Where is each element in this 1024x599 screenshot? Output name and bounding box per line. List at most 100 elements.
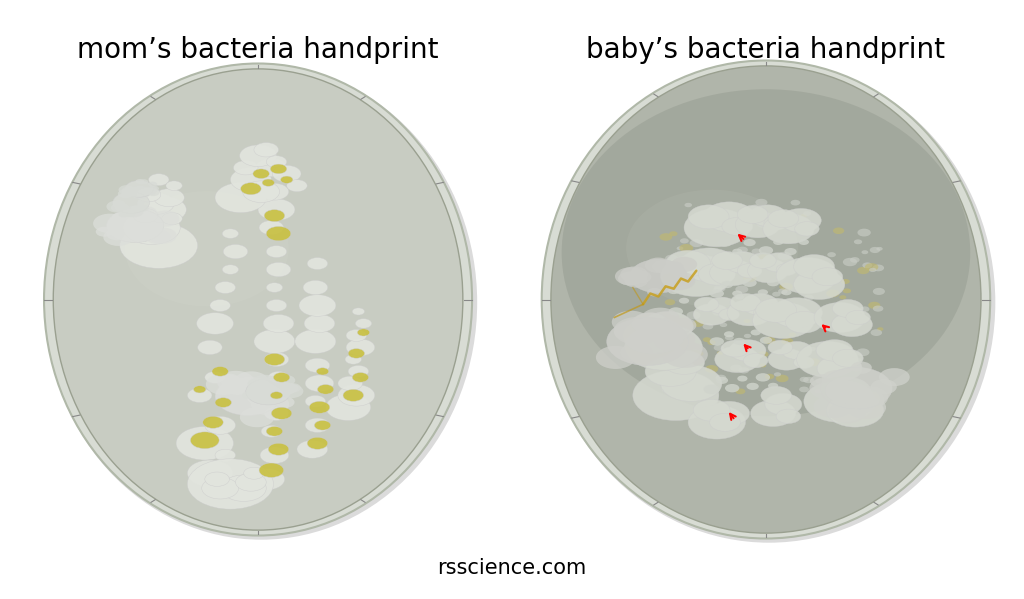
Circle shape	[254, 329, 295, 353]
Circle shape	[737, 205, 768, 223]
Circle shape	[825, 377, 870, 404]
Circle shape	[285, 383, 301, 392]
Circle shape	[743, 334, 752, 338]
Circle shape	[633, 370, 719, 420]
Circle shape	[694, 297, 719, 311]
Circle shape	[673, 346, 681, 351]
Circle shape	[683, 389, 694, 396]
Circle shape	[774, 373, 781, 377]
Circle shape	[786, 221, 796, 226]
Circle shape	[248, 468, 285, 490]
Circle shape	[727, 300, 772, 326]
Circle shape	[715, 216, 723, 220]
Circle shape	[718, 238, 732, 247]
Circle shape	[660, 255, 732, 297]
Circle shape	[680, 248, 737, 282]
Circle shape	[669, 307, 683, 316]
Circle shape	[305, 418, 330, 432]
Circle shape	[197, 313, 233, 334]
Circle shape	[780, 208, 821, 232]
Circle shape	[219, 374, 240, 385]
Circle shape	[859, 394, 867, 398]
Circle shape	[338, 385, 375, 406]
Circle shape	[659, 233, 673, 241]
Circle shape	[679, 298, 689, 304]
Circle shape	[119, 212, 128, 217]
Circle shape	[112, 212, 133, 225]
Circle shape	[732, 249, 742, 255]
Circle shape	[725, 384, 739, 392]
Circle shape	[690, 350, 699, 356]
Circle shape	[128, 188, 142, 196]
Circle shape	[860, 307, 869, 312]
Ellipse shape	[542, 60, 990, 539]
Circle shape	[714, 285, 726, 292]
Circle shape	[233, 371, 268, 392]
Circle shape	[145, 229, 171, 244]
Circle shape	[641, 308, 680, 330]
Circle shape	[264, 210, 285, 222]
Circle shape	[630, 259, 687, 293]
Circle shape	[210, 300, 230, 311]
Circle shape	[724, 331, 734, 337]
Circle shape	[677, 246, 683, 250]
Circle shape	[814, 313, 820, 317]
Circle shape	[779, 283, 793, 291]
Circle shape	[223, 244, 248, 259]
Circle shape	[847, 396, 886, 419]
Circle shape	[352, 308, 365, 315]
Circle shape	[708, 297, 736, 314]
Circle shape	[665, 299, 675, 305]
Circle shape	[803, 377, 814, 383]
Circle shape	[695, 351, 703, 356]
Circle shape	[758, 221, 769, 228]
Circle shape	[686, 311, 700, 319]
Circle shape	[243, 181, 280, 202]
Circle shape	[712, 252, 742, 270]
Circle shape	[862, 262, 872, 268]
Circle shape	[803, 211, 811, 216]
Circle shape	[314, 420, 331, 430]
Circle shape	[268, 371, 289, 383]
Circle shape	[187, 460, 232, 486]
Circle shape	[768, 349, 805, 370]
Circle shape	[816, 379, 823, 384]
Circle shape	[132, 192, 143, 199]
Circle shape	[814, 302, 865, 332]
Circle shape	[784, 248, 797, 255]
Circle shape	[221, 475, 266, 501]
Circle shape	[275, 397, 295, 408]
Circle shape	[715, 346, 760, 373]
Circle shape	[799, 239, 809, 245]
Circle shape	[686, 382, 696, 388]
Circle shape	[819, 275, 833, 283]
Circle shape	[625, 274, 648, 288]
Circle shape	[709, 401, 750, 425]
Circle shape	[767, 279, 779, 286]
Circle shape	[729, 340, 766, 361]
Circle shape	[326, 394, 371, 420]
Circle shape	[261, 425, 282, 437]
Circle shape	[260, 447, 289, 464]
Circle shape	[348, 349, 365, 358]
Circle shape	[124, 206, 143, 217]
Circle shape	[691, 258, 705, 266]
Circle shape	[710, 289, 724, 298]
Circle shape	[615, 267, 646, 285]
Circle shape	[262, 179, 274, 186]
Circle shape	[346, 329, 367, 341]
Circle shape	[713, 288, 722, 293]
Circle shape	[795, 222, 819, 236]
Circle shape	[848, 312, 856, 317]
Circle shape	[756, 373, 770, 382]
Circle shape	[751, 400, 796, 426]
Circle shape	[113, 200, 125, 207]
Circle shape	[278, 383, 297, 394]
Circle shape	[737, 264, 762, 278]
Circle shape	[688, 406, 745, 439]
Circle shape	[781, 289, 792, 295]
Circle shape	[236, 473, 266, 491]
Circle shape	[768, 383, 778, 389]
Circle shape	[829, 402, 865, 423]
Circle shape	[837, 368, 844, 373]
